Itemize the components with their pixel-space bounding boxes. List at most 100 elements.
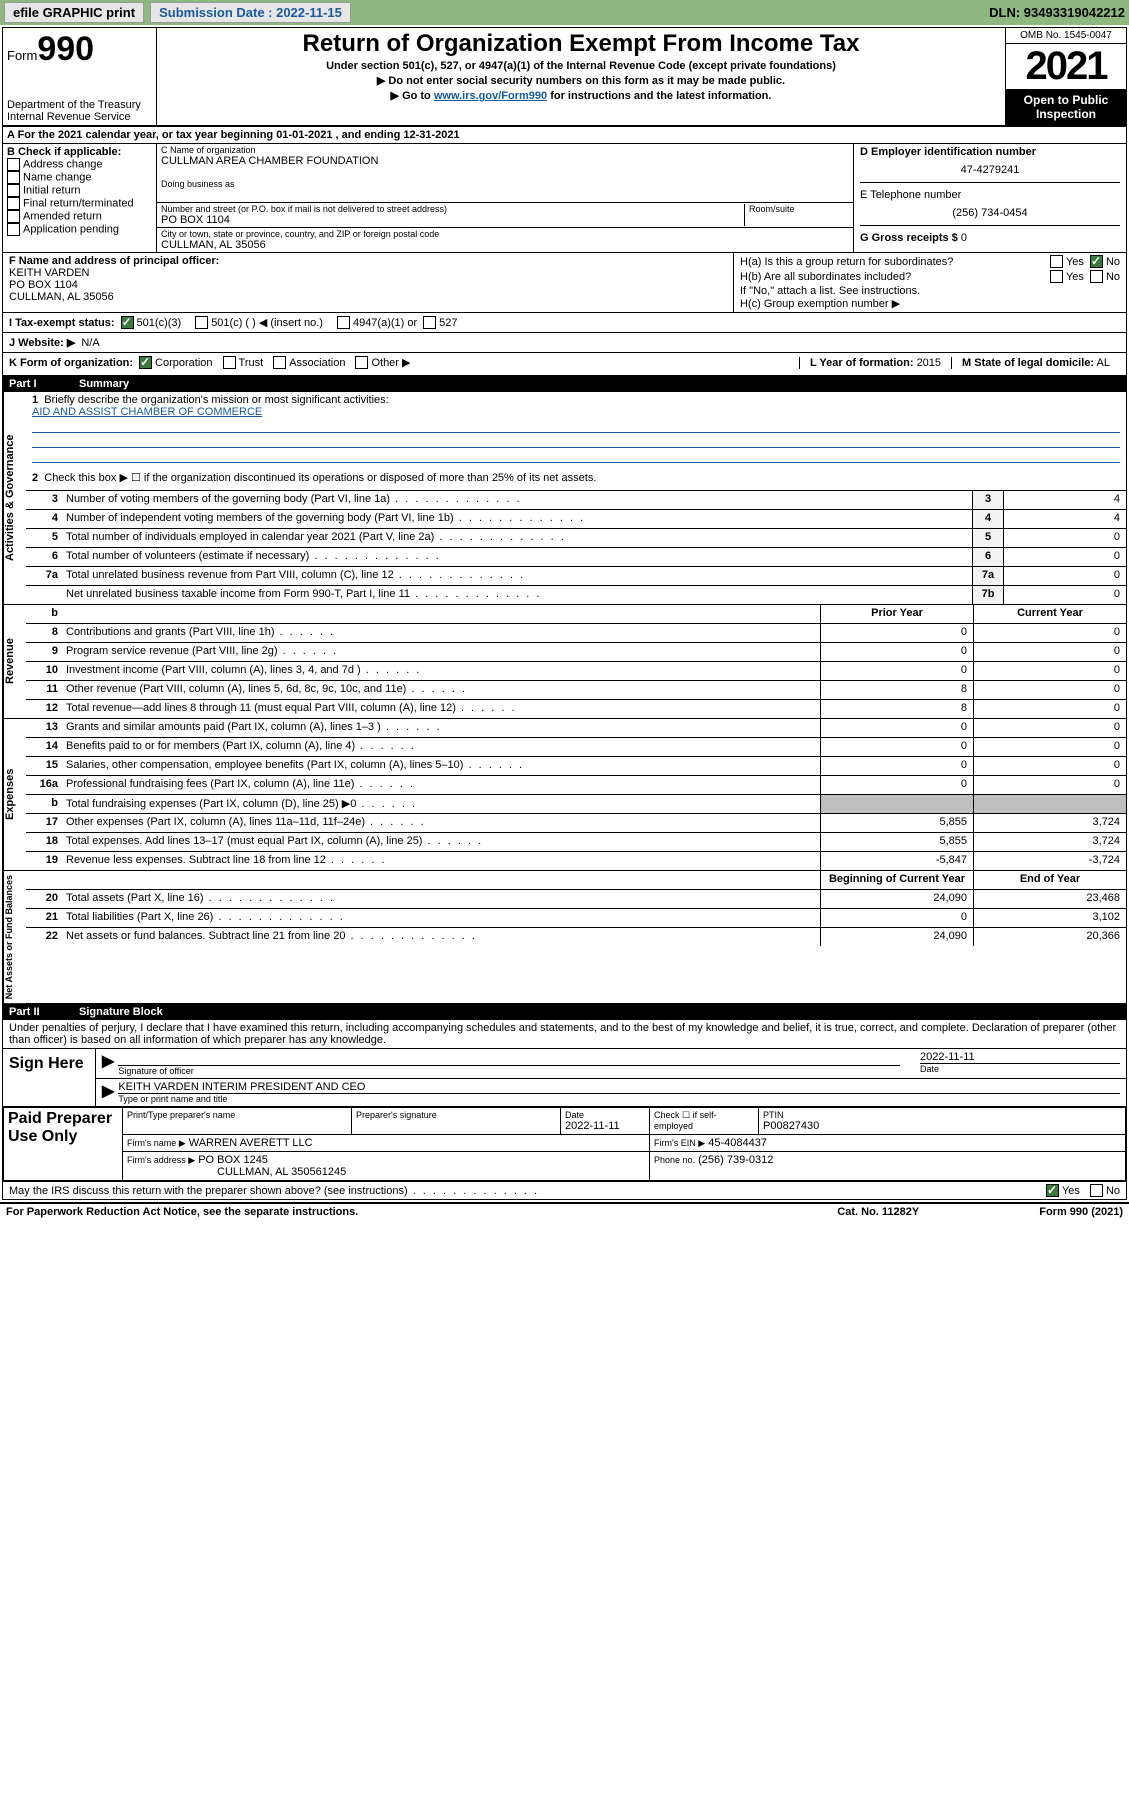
check-final-return[interactable]: [7, 197, 20, 210]
officer-street: PO BOX 1104: [9, 279, 727, 291]
omb-number: OMB No. 1545-0047: [1006, 28, 1126, 44]
check-501c3[interactable]: [121, 316, 134, 329]
preparer-table: Paid Preparer Use Only Print/Type prepar…: [3, 1107, 1126, 1181]
dln-text: DLN: 93493319042212: [989, 5, 1125, 20]
tel-label: E Telephone number: [860, 189, 1120, 201]
h-a-label: H(a) Is this a group return for subordin…: [740, 256, 1050, 268]
section-bcd: B Check if applicable: Address change Na…: [3, 144, 1126, 253]
check-4947[interactable]: [337, 316, 350, 329]
check-527[interactable]: [423, 316, 436, 329]
officer-label: F Name and address of principal officer:: [9, 255, 727, 267]
form-990-container: Form990 Department of the Treasury Inter…: [2, 27, 1127, 1200]
form-title: Return of Organization Exempt From Incom…: [161, 30, 1001, 58]
q2-text: Check this box ▶ ☐ if the organization d…: [44, 472, 596, 484]
col-begin-head: Beginning of Current Year: [820, 871, 973, 889]
ein-label: D Employer identification number: [860, 146, 1120, 158]
summary-governance: Activities & Governance 1 Briefly descri…: [3, 392, 1126, 605]
summary-row: 7aTotal unrelated business revenue from …: [26, 566, 1126, 585]
check-ha-no[interactable]: [1090, 255, 1103, 268]
box-h-group: H(a) Is this a group return for subordin…: [734, 253, 1126, 312]
discuss-row: May the IRS discuss this return with the…: [3, 1181, 1126, 1199]
tax-year: 2021: [1006, 44, 1126, 89]
arrow-icon: ▶: [102, 1081, 114, 1104]
ssn-note: ▶ Do not enter social security numbers o…: [161, 74, 1001, 87]
check-name-change[interactable]: [7, 171, 20, 184]
check-corporation[interactable]: [139, 356, 152, 369]
officer-name-title: KEITH VARDEN INTERIM PRESIDENT AND CEO: [118, 1081, 1120, 1094]
year-block: OMB No. 1545-0047 2021 Open to Public In…: [1005, 28, 1126, 125]
check-ha-yes[interactable]: [1050, 255, 1063, 268]
check-hb-no[interactable]: [1090, 270, 1103, 283]
check-initial-return[interactable]: [7, 184, 20, 197]
part-1-header: Part I Summary: [3, 376, 1126, 392]
check-other[interactable]: [355, 356, 368, 369]
arrow-icon: ▶: [102, 1051, 114, 1076]
mission-line: [32, 418, 1120, 433]
summary-row: 22Net assets or fund balances. Subtract …: [26, 927, 1126, 946]
street-value: PO BOX 1104: [161, 214, 744, 226]
irs-label: Internal Revenue Service: [7, 111, 152, 123]
form-number: 990: [37, 30, 94, 68]
date-label: Date: [920, 1064, 1120, 1074]
check-association[interactable]: [273, 356, 286, 369]
check-hb-yes[interactable]: [1050, 270, 1063, 283]
irs-form990-link[interactable]: www.irs.gov/Form990: [434, 90, 547, 102]
website-value: N/A: [81, 337, 99, 349]
box-b-label: B Check if applicable:: [7, 146, 152, 158]
officer-city: CULLMAN, AL 35056: [9, 291, 727, 303]
type-name-label: Type or print name and title: [118, 1094, 1120, 1104]
dept-treasury: Department of the Treasury: [7, 99, 152, 111]
open-to-public: Open to Public Inspection: [1006, 89, 1126, 125]
dba-label: Doing business as: [161, 179, 849, 189]
summary-revenue: Revenue b Prior Year Current Year 8Contr…: [3, 605, 1126, 719]
vtab-net-assets: Net Assets or Fund Balances: [3, 871, 26, 1003]
box-c-org-info: C Name of organization CULLMAN AREA CHAM…: [157, 144, 854, 252]
summary-row: 14Benefits paid to or for members (Part …: [26, 737, 1126, 756]
year-formation: 2015: [917, 357, 941, 369]
vtab-expenses: Expenses: [3, 719, 26, 870]
box-b-checklist: B Check if applicable: Address change Na…: [3, 144, 157, 252]
perjury-text: Under penalties of perjury, I declare th…: [3, 1020, 1126, 1049]
q1-label: Briefly describe the organization's miss…: [44, 394, 388, 406]
ein-value: 47-4279241: [860, 164, 1120, 176]
paid-preparer-label: Paid Preparer Use Only: [4, 1108, 123, 1181]
summary-row: 17Other expenses (Part IX, column (A), l…: [26, 813, 1126, 832]
signature-block: Under penalties of perjury, I declare th…: [3, 1020, 1126, 1199]
form-id-block: Form990 Department of the Treasury Inter…: [3, 28, 157, 125]
mission-text[interactable]: AID AND ASSIST CHAMBER OF COMMERCE: [32, 406, 262, 418]
check-501c[interactable]: [195, 316, 208, 329]
sig-date: 2022-11-11: [920, 1051, 1120, 1064]
summary-row: 21Total liabilities (Part X, line 26)03,…: [26, 908, 1126, 927]
efile-print-button[interactable]: efile GRAPHIC print: [4, 2, 144, 23]
summary-row: 5Total number of individuals employed in…: [26, 528, 1126, 547]
form-title-block: Return of Organization Exempt From Incom…: [157, 28, 1005, 125]
firm-phone: (256) 739-0312: [698, 1154, 773, 1166]
line-a-tax-year: A For the 2021 calendar year, or tax yea…: [3, 127, 1126, 144]
line-k-form-org: K Form of organization: Corporation Trus…: [3, 353, 1126, 376]
form-rev: Form 990 (2021): [1039, 1206, 1123, 1218]
ptin-value: P00827430: [763, 1120, 1121, 1132]
top-toolbar: efile GRAPHIC print Submission Date : 20…: [0, 0, 1129, 25]
firm-name: WARREN AVERETT LLC: [189, 1137, 313, 1149]
summary-row: 19Revenue less expenses. Subtract line 1…: [26, 851, 1126, 870]
org-name: CULLMAN AREA CHAMBER FOUNDATION: [161, 155, 849, 167]
summary-row: 8Contributions and grants (Part VIII, li…: [26, 623, 1126, 642]
col-end-head: End of Year: [973, 871, 1126, 889]
box-d-ein-block: D Employer identification number 47-4279…: [854, 144, 1126, 252]
check-trust[interactable]: [223, 356, 236, 369]
check-amended-return[interactable]: [7, 210, 20, 223]
summary-row: Net unrelated business taxable income fr…: [26, 585, 1126, 604]
line-i-tax-status: I Tax-exempt status: 501(c)(3) 501(c) ( …: [3, 313, 1126, 333]
summary-row: 11Other revenue (Part VIII, column (A), …: [26, 680, 1126, 699]
check-discuss-yes[interactable]: [1046, 1184, 1059, 1197]
submission-date-badge: Submission Date : 2022-11-15: [150, 2, 351, 23]
summary-row: 16aProfessional fundraising fees (Part I…: [26, 775, 1126, 794]
street-label: Number and street (or P.O. box if mail i…: [161, 204, 744, 214]
check-application-pending[interactable]: [7, 223, 20, 236]
check-discuss-no[interactable]: [1090, 1184, 1103, 1197]
section-fh: F Name and address of principal officer:…: [3, 253, 1126, 313]
form-header: Form990 Department of the Treasury Inter…: [3, 28, 1126, 127]
check-address-change[interactable]: [7, 158, 20, 171]
box-f-officer: F Name and address of principal officer:…: [3, 253, 734, 312]
h-b-label: H(b) Are all subordinates included?: [740, 271, 1050, 283]
